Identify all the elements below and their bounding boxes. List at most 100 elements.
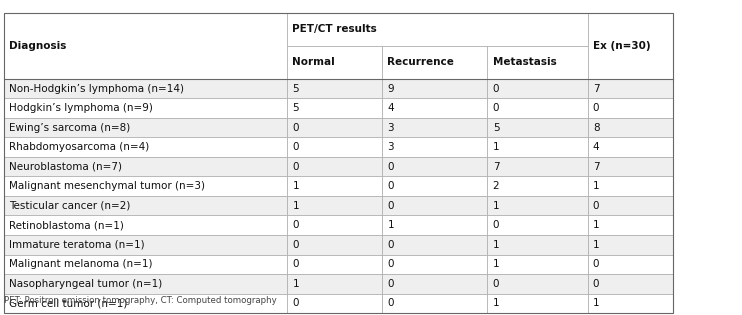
Text: 0: 0 <box>593 103 600 113</box>
Bar <box>4 118 287 137</box>
Text: 1: 1 <box>292 201 299 211</box>
Text: Hodgkin’s lymphoma (n=9): Hodgkin’s lymphoma (n=9) <box>9 103 153 113</box>
Text: 0: 0 <box>292 162 299 172</box>
Bar <box>287 79 382 98</box>
Bar <box>287 137 382 157</box>
Bar <box>4 98 287 118</box>
Text: 1: 1 <box>387 220 394 230</box>
Text: 0: 0 <box>387 201 394 211</box>
Text: Normal: Normal <box>292 57 335 67</box>
Bar <box>382 215 487 235</box>
Bar <box>487 98 588 118</box>
Bar <box>487 118 588 137</box>
Bar <box>382 294 487 313</box>
Text: PET/CT results: PET/CT results <box>292 24 377 34</box>
Bar <box>287 98 382 118</box>
Text: 2: 2 <box>493 181 499 191</box>
Bar <box>4 255 287 274</box>
Bar <box>487 215 588 235</box>
Bar <box>287 118 382 137</box>
Bar <box>287 294 382 313</box>
Bar <box>588 215 673 235</box>
Bar <box>382 137 487 157</box>
Text: 8: 8 <box>593 123 600 133</box>
Text: 1: 1 <box>593 181 600 191</box>
Text: Neuroblastoma (n=7): Neuroblastoma (n=7) <box>9 162 122 172</box>
Bar <box>4 13 287 79</box>
Text: 0: 0 <box>292 220 299 230</box>
Text: Non-Hodgkin’s lymphoma (n=14): Non-Hodgkin’s lymphoma (n=14) <box>9 83 184 94</box>
Text: 0: 0 <box>493 279 499 289</box>
Text: Immature teratoma (n=1): Immature teratoma (n=1) <box>9 240 145 250</box>
Bar <box>487 196 588 215</box>
Text: Nasopharyngeal tumor (n=1): Nasopharyngeal tumor (n=1) <box>9 279 162 289</box>
Bar <box>287 215 382 235</box>
Text: 0: 0 <box>387 298 394 308</box>
Bar <box>588 196 673 215</box>
Text: 1: 1 <box>493 142 499 152</box>
Bar <box>4 157 287 176</box>
Bar <box>588 98 673 118</box>
Text: 0: 0 <box>292 142 299 152</box>
Bar <box>287 255 382 274</box>
Bar <box>588 294 673 313</box>
Bar <box>382 176 487 196</box>
Bar <box>287 46 382 79</box>
Text: Ewing’s sarcoma (n=8): Ewing’s sarcoma (n=8) <box>9 123 130 133</box>
Text: 1: 1 <box>493 259 499 269</box>
Bar <box>588 176 673 196</box>
Text: 1: 1 <box>593 298 600 308</box>
Text: 3: 3 <box>387 123 394 133</box>
Bar <box>4 176 287 196</box>
Bar <box>287 13 588 46</box>
Bar <box>487 176 588 196</box>
Bar <box>382 46 487 79</box>
Bar <box>4 215 287 235</box>
Bar <box>588 79 673 98</box>
Text: 0: 0 <box>387 240 394 250</box>
Text: Rhabdomyosarcoma (n=4): Rhabdomyosarcoma (n=4) <box>9 142 149 152</box>
Bar <box>382 255 487 274</box>
Bar <box>588 157 673 176</box>
Bar <box>487 79 588 98</box>
Bar <box>287 157 382 176</box>
Bar <box>382 157 487 176</box>
Bar <box>287 235 382 255</box>
Bar <box>287 176 382 196</box>
Bar <box>382 98 487 118</box>
Text: 1: 1 <box>292 279 299 289</box>
Bar <box>4 274 287 294</box>
Text: Retinoblastoma (n=1): Retinoblastoma (n=1) <box>9 220 124 230</box>
Bar <box>487 157 588 176</box>
Bar <box>382 118 487 137</box>
Text: 0: 0 <box>593 259 600 269</box>
Text: 0: 0 <box>387 162 394 172</box>
Text: 1: 1 <box>493 240 499 250</box>
Bar <box>588 235 673 255</box>
Text: 4: 4 <box>593 142 600 152</box>
Text: 0: 0 <box>292 240 299 250</box>
Bar <box>487 137 588 157</box>
Bar <box>287 196 382 215</box>
Text: 1: 1 <box>593 240 600 250</box>
Text: 0: 0 <box>292 259 299 269</box>
Text: 0: 0 <box>493 220 499 230</box>
Bar <box>4 235 287 255</box>
Text: 3: 3 <box>387 142 394 152</box>
Text: 1: 1 <box>493 201 499 211</box>
Bar <box>382 196 487 215</box>
Bar <box>588 274 673 294</box>
Text: 4: 4 <box>387 103 394 113</box>
Bar <box>588 13 673 79</box>
Text: 9: 9 <box>387 83 394 94</box>
Text: Malignant mesenchymal tumor (n=3): Malignant mesenchymal tumor (n=3) <box>9 181 205 191</box>
Bar <box>382 235 487 255</box>
Text: 0: 0 <box>493 103 499 113</box>
Text: 0: 0 <box>387 259 394 269</box>
Bar <box>487 235 588 255</box>
Text: 5: 5 <box>493 123 499 133</box>
Text: 0: 0 <box>593 279 600 289</box>
Text: 7: 7 <box>493 162 499 172</box>
Bar <box>4 294 287 313</box>
Bar <box>588 255 673 274</box>
